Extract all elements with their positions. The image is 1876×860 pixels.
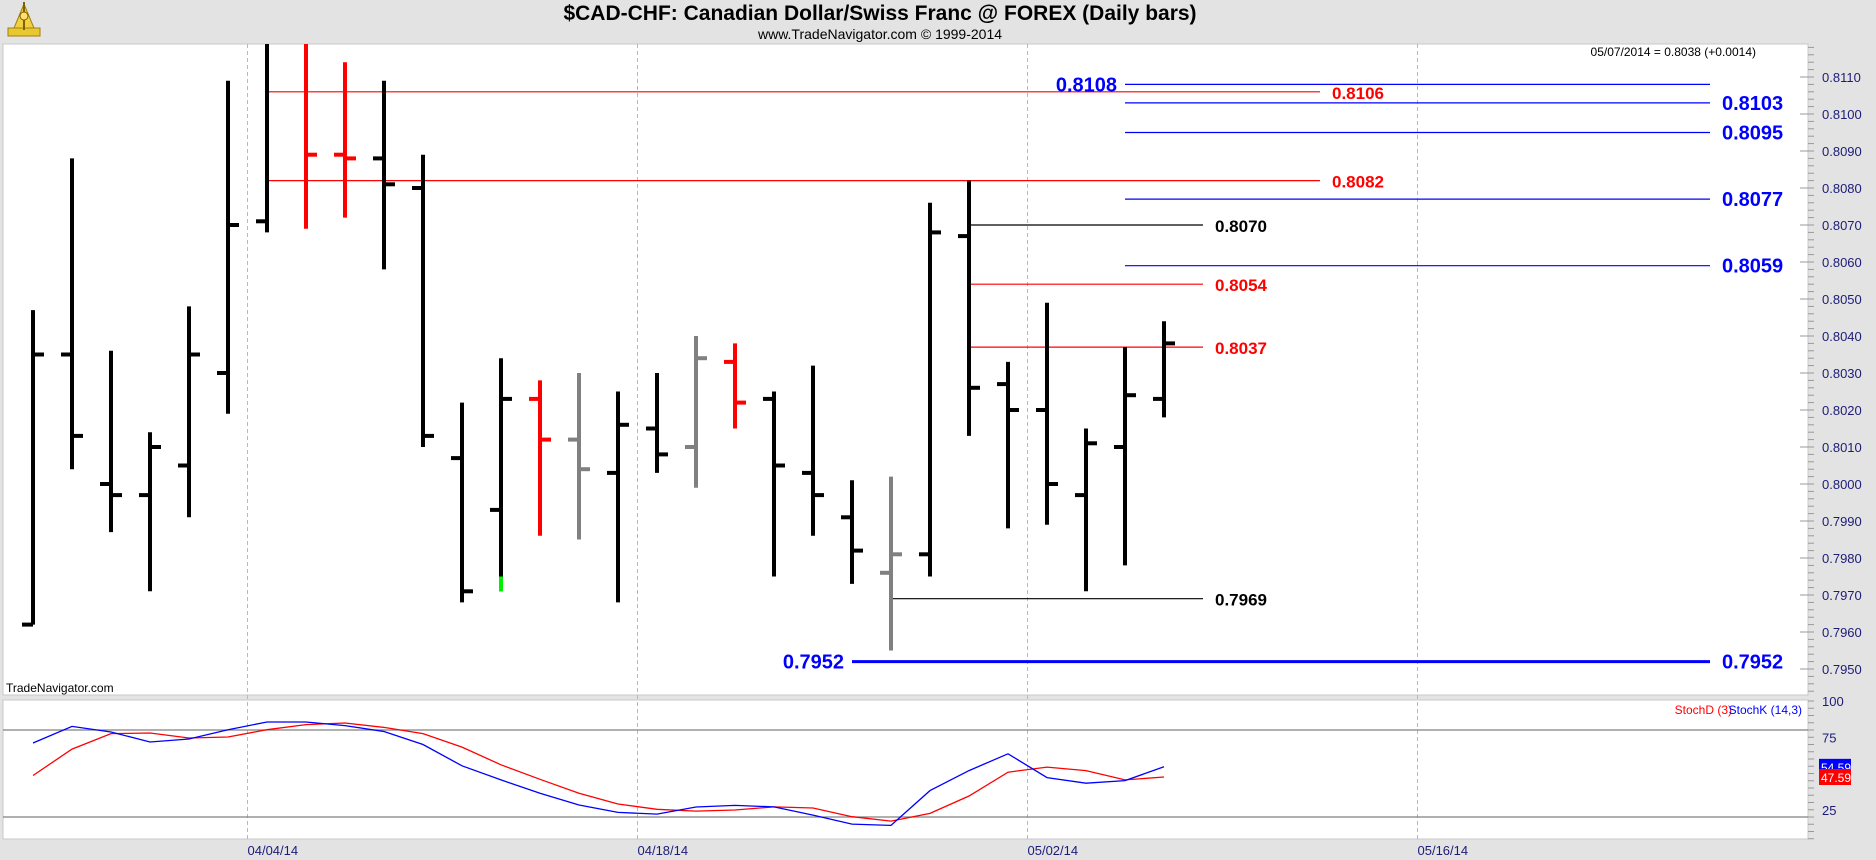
- price-level-label: 0.8108: [1056, 74, 1117, 96]
- chart-title: $CAD-CHF: Canadian Dollar/Swiss Franc @ …: [563, 2, 1196, 25]
- price-tick-label: 0.8110: [1822, 70, 1861, 85]
- ohlc-bar: [568, 373, 590, 540]
- date-axis: 04/04/14 04/18/14 05/02/14 05/16/14: [248, 843, 1469, 858]
- ohlc-bar: [451, 402, 473, 603]
- last-quote: 05/07/2014 = 0.8038 (+0.0014): [1591, 45, 1756, 59]
- ohlc-bar: [1114, 347, 1136, 566]
- ohlc-bar: [412, 154, 434, 447]
- ohlc-bar: [880, 476, 902, 651]
- price-tick-label: 0.7950: [1822, 662, 1862, 677]
- ohlc-bar: [178, 306, 200, 518]
- stoch-line-stochk: [32, 721, 1165, 827]
- stoch-tick-label: 25: [1822, 803, 1836, 818]
- price-level-label: 0.8077: [1722, 189, 1783, 211]
- price-tick-label: 0.7970: [1822, 588, 1862, 603]
- price-level-label: 0.8054: [1215, 276, 1268, 295]
- ohlc-bar: [1075, 428, 1097, 592]
- legend-stochd: StochD (3): [1675, 703, 1732, 717]
- price-tick-label: 0.8010: [1822, 440, 1862, 455]
- value-badge-text: 47.59: [1821, 771, 1851, 785]
- ohlc-bar: [1036, 302, 1058, 525]
- price-tick-label: 0.8000: [1822, 477, 1862, 492]
- trade-navigator-logo: [7, 2, 41, 37]
- price-tick-label: 0.8040: [1822, 329, 1862, 344]
- stoch-line-stochd: [32, 722, 1165, 822]
- ohlc-bar: [802, 365, 824, 536]
- ohlc-bar: [958, 180, 980, 436]
- date-tick-label: 05/16/14: [1418, 843, 1469, 858]
- price-tick-label: 0.8070: [1822, 218, 1862, 233]
- price-pane: [2, 43, 1809, 696]
- value-badge-bg: [1819, 768, 1851, 785]
- price-tick-label: 0.8100: [1822, 107, 1862, 122]
- date-tick-label: 04/18/14: [638, 843, 689, 858]
- stochastic-axis: 100 75 25: [3, 694, 1844, 840]
- ohlc-bar: [997, 361, 1019, 529]
- ohlc-bar: [1153, 321, 1175, 418]
- ohlc-bar: [607, 391, 629, 603]
- ohlc-bar: [373, 80, 395, 270]
- chart-subtitle: www.TradeNavigator.com © 1999-2014: [757, 26, 1002, 42]
- ohlc-bar: [61, 158, 83, 470]
- ohlc-bar: [100, 350, 122, 533]
- ohlc-bar: [529, 380, 551, 536]
- ohlc-bar: [256, 44, 269, 233]
- price-axis: 0.7950 0.7960 0.7970 0.7980 0.7990 0.8000 0.80…: [1800, 46, 1862, 692]
- legend-stochk: StochK (14,3): [1729, 703, 1802, 717]
- price-tick-label: 0.7980: [1822, 551, 1862, 566]
- price-tick-label: 0.8090: [1822, 144, 1862, 159]
- ohlc-bar: [217, 80, 239, 414]
- ohlc-bar: [304, 44, 317, 229]
- price-level-label: 0.7969: [1215, 591, 1267, 610]
- price-levels: [267, 83, 1710, 664]
- price-level-label: 0.7952: [1722, 652, 1783, 674]
- stoch-tick-label: 100: [1822, 694, 1844, 709]
- price-level-labels: 0.8106 0.8082 0.8108 0.8103 0.8095 0.8077 0.80…: [783, 74, 1783, 673]
- ohlc-bar: [919, 202, 941, 577]
- price-level-label: 0.7952: [783, 652, 844, 674]
- price-tick-label: 0.8080: [1822, 181, 1862, 196]
- ohlc-bar: [763, 391, 785, 577]
- ohlc-bar: [334, 62, 356, 218]
- price-level-label: 0.8070: [1215, 217, 1267, 236]
- watermark: TradeNavigator.com: [6, 681, 114, 695]
- ohlc-bar: [724, 343, 746, 429]
- stochastic-lines: [32, 721, 1165, 827]
- price-tick-label: 0.7960: [1822, 625, 1862, 640]
- stochastic-pane: [2, 699, 1809, 840]
- ohlc-bars: [22, 44, 1175, 651]
- price-level-label: 0.8082: [1332, 173, 1384, 192]
- ohlc-bar: [139, 432, 161, 592]
- ohlc-bar: [646, 373, 668, 473]
- price-tick-label: 0.7990: [1822, 514, 1862, 529]
- price-level-label: 0.8103: [1722, 93, 1783, 115]
- date-tick-label: 05/02/14: [1028, 843, 1079, 858]
- price-level-label: 0.8106: [1332, 84, 1384, 103]
- price-tick-label: 0.8060: [1822, 255, 1862, 270]
- price-tick-label: 0.8050: [1822, 292, 1862, 307]
- ohlc-bar: [490, 358, 512, 592]
- price-level-label: 0.8059: [1722, 256, 1783, 278]
- ohlc-bar: [841, 480, 863, 584]
- stoch-tick-label: 75: [1822, 730, 1836, 745]
- price-level-label: 0.8037: [1215, 339, 1267, 358]
- ohlc-bar: [22, 310, 44, 627]
- ohlc-bar: [685, 336, 707, 488]
- price-tick-label: 0.8030: [1822, 366, 1862, 381]
- price-tick-label: 0.8020: [1822, 403, 1862, 418]
- price-level-label: 0.8095: [1722, 123, 1783, 145]
- date-tick-label: 04/04/14: [248, 843, 299, 858]
